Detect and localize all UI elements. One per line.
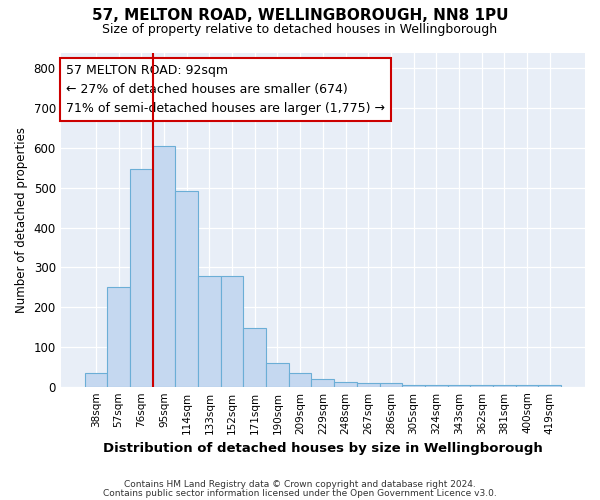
Bar — [266, 363, 289, 386]
X-axis label: Distribution of detached houses by size in Wellingborough: Distribution of detached houses by size … — [103, 442, 543, 455]
Bar — [538, 384, 561, 386]
Text: Contains HM Land Registry data © Crown copyright and database right 2024.: Contains HM Land Registry data © Crown c… — [124, 480, 476, 489]
Bar — [516, 384, 538, 386]
Text: 57, MELTON ROAD, WELLINGBOROUGH, NN8 1PU: 57, MELTON ROAD, WELLINGBOROUGH, NN8 1PU — [92, 8, 508, 22]
Bar — [221, 276, 244, 386]
Bar — [152, 146, 175, 386]
Y-axis label: Number of detached properties: Number of detached properties — [15, 126, 28, 312]
Bar — [244, 328, 266, 386]
Text: Size of property relative to detached houses in Wellingborough: Size of property relative to detached ho… — [103, 22, 497, 36]
Bar — [107, 287, 130, 386]
Bar — [357, 382, 380, 386]
Bar — [311, 378, 334, 386]
Bar — [402, 384, 425, 386]
Bar — [130, 168, 152, 386]
Bar — [380, 382, 402, 386]
Bar — [85, 373, 107, 386]
Text: 57 MELTON ROAD: 92sqm
← 27% of detached houses are smaller (674)
71% of semi-det: 57 MELTON ROAD: 92sqm ← 27% of detached … — [66, 64, 385, 115]
Bar — [175, 190, 198, 386]
Bar — [334, 382, 357, 386]
Bar — [198, 276, 221, 386]
Bar — [289, 373, 311, 386]
Text: Contains public sector information licensed under the Open Government Licence v3: Contains public sector information licen… — [103, 488, 497, 498]
